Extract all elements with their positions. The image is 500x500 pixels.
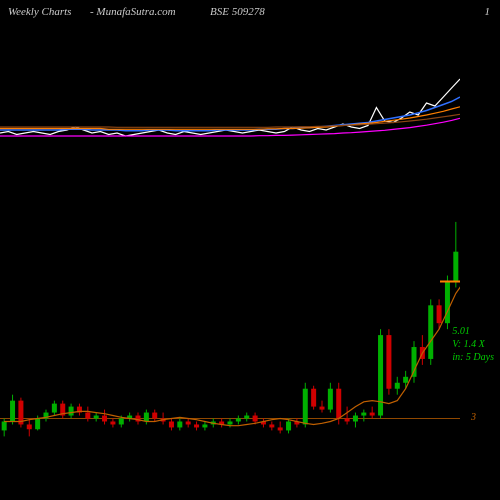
chart-header: Weekly Charts - MunafaSutra.com BSE 5092…: [0, 6, 500, 26]
page-number: 1: [485, 6, 491, 18]
chart-title: Weekly Charts: [8, 6, 71, 18]
indicator-chart: [0, 25, 460, 175]
ref-line-label: 3: [471, 412, 476, 423]
chart-source: - MunafaSutra.com: [90, 6, 176, 18]
price-panel: [0, 210, 460, 490]
chart-ticker: BSE 509278: [210, 6, 265, 18]
last-price: 5.01: [452, 325, 494, 338]
volume-info: V: 1.4 X: [452, 338, 494, 351]
price-info: 5.01 V: 1.4 X in: 5 Days: [452, 325, 494, 364]
candlestick-chart: [0, 210, 460, 490]
indicator-panel: [0, 25, 460, 175]
days-info: in: 5 Days: [452, 351, 494, 364]
